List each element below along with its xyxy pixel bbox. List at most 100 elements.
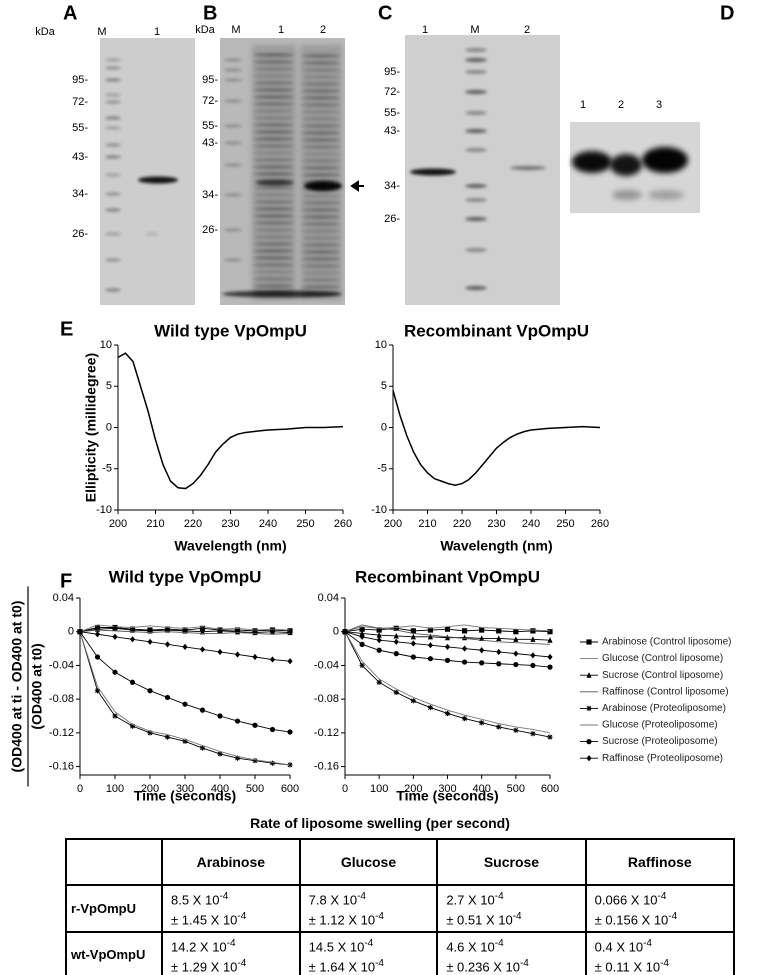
gel-band xyxy=(302,271,340,275)
gel-band xyxy=(302,82,340,86)
table-cell: 14.5 X 10-4 ± 1.64 X 10-4 xyxy=(298,930,439,975)
gel-band xyxy=(254,137,294,141)
point-marker xyxy=(496,724,502,730)
y-tick-label: -10 xyxy=(96,504,112,516)
gel-band xyxy=(302,243,340,247)
gel-band xyxy=(302,89,340,93)
gel-band xyxy=(254,60,294,64)
cell-exponent: -4 xyxy=(512,911,522,923)
point-marker xyxy=(77,628,83,635)
gel-band xyxy=(105,155,121,159)
cell-sd: ± 0.236 X 10 xyxy=(446,959,520,975)
point-marker xyxy=(112,625,118,631)
point-marker xyxy=(112,633,118,640)
point-marker xyxy=(269,726,276,733)
point-marker xyxy=(461,659,468,665)
marker-label: 43- xyxy=(384,125,400,137)
row-label: r-VpOmpU xyxy=(65,884,163,933)
gel-band xyxy=(105,192,121,196)
point-marker xyxy=(530,652,536,659)
gel-band xyxy=(224,124,242,128)
panel-letter: B xyxy=(203,2,217,24)
legend-label: Raffinose (Proteoliposome) xyxy=(602,753,723,764)
legend-label: Arabinose (Control liposome) xyxy=(602,637,732,648)
point-marker xyxy=(164,694,171,701)
point-marker xyxy=(112,713,118,719)
point-marker xyxy=(234,718,241,724)
marker-label: 34- xyxy=(202,189,218,201)
y-tick-label: -0.08 xyxy=(314,693,339,705)
point-marker xyxy=(427,633,434,640)
point-marker xyxy=(427,627,434,633)
point-marker xyxy=(164,641,171,648)
x-tick-label: 100 xyxy=(106,783,124,795)
x-tick-label: 600 xyxy=(281,783,299,795)
gel-band xyxy=(465,111,487,115)
cell-mean: 14.2 X 10 xyxy=(171,938,227,954)
y-tick-label: 0.04 xyxy=(318,592,339,604)
marker-label: 43- xyxy=(202,137,218,149)
point-marker xyxy=(112,669,118,675)
cell-mean: 0.066 X 10 xyxy=(594,892,658,908)
gel-band xyxy=(410,168,456,176)
point-marker xyxy=(269,628,276,635)
x-tick-label: 400 xyxy=(211,783,229,795)
cell-mean: 7.8 X 10 xyxy=(308,892,358,908)
lane-label: M xyxy=(231,24,240,36)
point-marker xyxy=(359,641,365,647)
gel-band xyxy=(254,193,294,197)
legend-label: Sucrose (Proteoliposome) xyxy=(602,736,718,747)
point-marker xyxy=(479,660,485,666)
cell-sd: ± 1.64 X 10 xyxy=(308,959,376,975)
lane-label: 1 xyxy=(422,24,428,36)
panel-letter: D xyxy=(720,2,734,24)
gel-band xyxy=(254,109,294,113)
gel-band xyxy=(254,74,294,78)
point-marker xyxy=(461,715,468,722)
point-marker xyxy=(217,627,223,634)
gel-band xyxy=(254,88,294,92)
marker-label: 95- xyxy=(72,74,88,86)
point-marker xyxy=(513,661,519,668)
x-tick-label: 230 xyxy=(487,518,505,530)
x-tick-label: 240 xyxy=(522,518,540,530)
point-marker xyxy=(444,710,451,717)
gel-band xyxy=(612,190,642,200)
gel-band xyxy=(224,141,242,145)
gel-band xyxy=(254,207,294,211)
gel-band xyxy=(302,229,340,233)
gel-band xyxy=(302,96,340,100)
x-axis-label: Time (seconds) xyxy=(396,788,498,804)
point-marker xyxy=(547,664,553,670)
x-tick-label: 250 xyxy=(556,518,574,530)
gel-band xyxy=(572,151,612,173)
data-line xyxy=(79,631,291,766)
point-marker xyxy=(164,626,171,633)
point-marker xyxy=(496,648,502,656)
gel-band xyxy=(302,250,340,254)
x-axis-label: Wavelength (nm) xyxy=(440,538,552,554)
point-marker xyxy=(427,704,434,711)
point-marker xyxy=(376,679,382,685)
gel-band xyxy=(302,110,340,114)
point-marker xyxy=(393,638,399,645)
point-marker xyxy=(444,657,451,663)
y-tick-label: -0.16 xyxy=(314,760,339,772)
point-marker xyxy=(586,672,592,678)
point-marker xyxy=(444,634,451,641)
point-marker xyxy=(252,722,258,728)
marker-label: 95- xyxy=(202,74,218,86)
gel-band xyxy=(302,152,340,156)
gel-band xyxy=(302,131,340,135)
cell-exponent: -4 xyxy=(657,891,667,902)
y-tick-label: 0 xyxy=(68,626,74,638)
x-tick-label: 260 xyxy=(591,518,609,530)
x-tick-label: 0 xyxy=(342,783,348,795)
x-tick-label: 300 xyxy=(438,783,456,795)
point-marker xyxy=(461,645,468,652)
cell-sd: ± 1.29 X 10 xyxy=(171,959,238,975)
gel-band xyxy=(465,58,487,62)
point-marker xyxy=(359,626,365,632)
lane-label: 1 xyxy=(278,24,284,36)
